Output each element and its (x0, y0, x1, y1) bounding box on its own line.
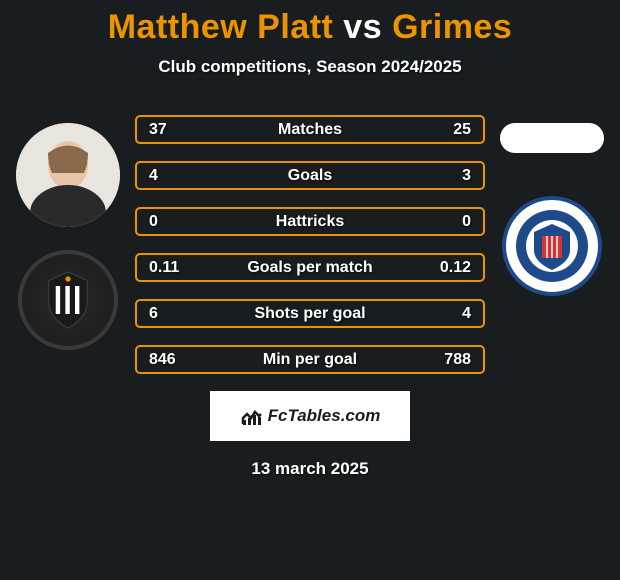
subtitle: Club competitions, Season 2024/2025 (0, 57, 620, 77)
stat-right-value: 4 (421, 305, 471, 323)
stat-right-value: 25 (421, 121, 471, 139)
stat-row: 846 Min per goal 788 (135, 345, 485, 374)
stat-row: 37 Matches 25 (135, 115, 485, 144)
right-player-column (492, 123, 612, 296)
stat-left-value: 846 (149, 351, 199, 369)
stat-row: 0.11 Goals per match 0.12 (135, 253, 485, 282)
date-label: 13 march 2025 (0, 459, 620, 479)
player2-club-badge (502, 196, 602, 296)
stat-left-value: 37 (149, 121, 199, 139)
comparison-title: Matthew Platt vs Grimes (0, 8, 620, 47)
stat-row: 4 Goals 3 (135, 161, 485, 190)
stat-label: Min per goal (263, 351, 357, 369)
stat-label: Hattricks (276, 213, 344, 231)
player2-photo (500, 123, 604, 153)
stat-label: Goals per match (247, 259, 372, 277)
stat-right-value: 788 (421, 351, 471, 369)
stat-row: 6 Shots per goal 4 (135, 299, 485, 328)
stat-left-value: 0.11 (149, 259, 199, 277)
player2-name: Grimes (392, 8, 512, 46)
stat-label: Goals (288, 167, 332, 185)
player1-name: Matthew Platt (108, 8, 334, 46)
stat-left-value: 0 (149, 213, 199, 231)
stats-table: 37 Matches 25 4 Goals 3 0 Hattricks 0 0.… (135, 115, 485, 374)
player1-club-badge (18, 250, 118, 350)
branding-badge: FcTables.com (210, 391, 410, 441)
left-player-column (8, 123, 128, 350)
stat-row: 0 Hattricks 0 (135, 207, 485, 236)
stat-right-value: 0.12 (421, 259, 471, 277)
chart-icon (240, 404, 264, 428)
stat-left-value: 6 (149, 305, 199, 323)
stat-right-value: 3 (421, 167, 471, 185)
stat-right-value: 0 (421, 213, 471, 231)
player1-photo (16, 123, 120, 227)
stat-label: Matches (278, 121, 342, 139)
branding-label: FcTables.com (268, 406, 381, 426)
vs-text: vs (343, 8, 382, 46)
stat-left-value: 4 (149, 167, 199, 185)
stat-label: Shots per goal (254, 305, 365, 323)
